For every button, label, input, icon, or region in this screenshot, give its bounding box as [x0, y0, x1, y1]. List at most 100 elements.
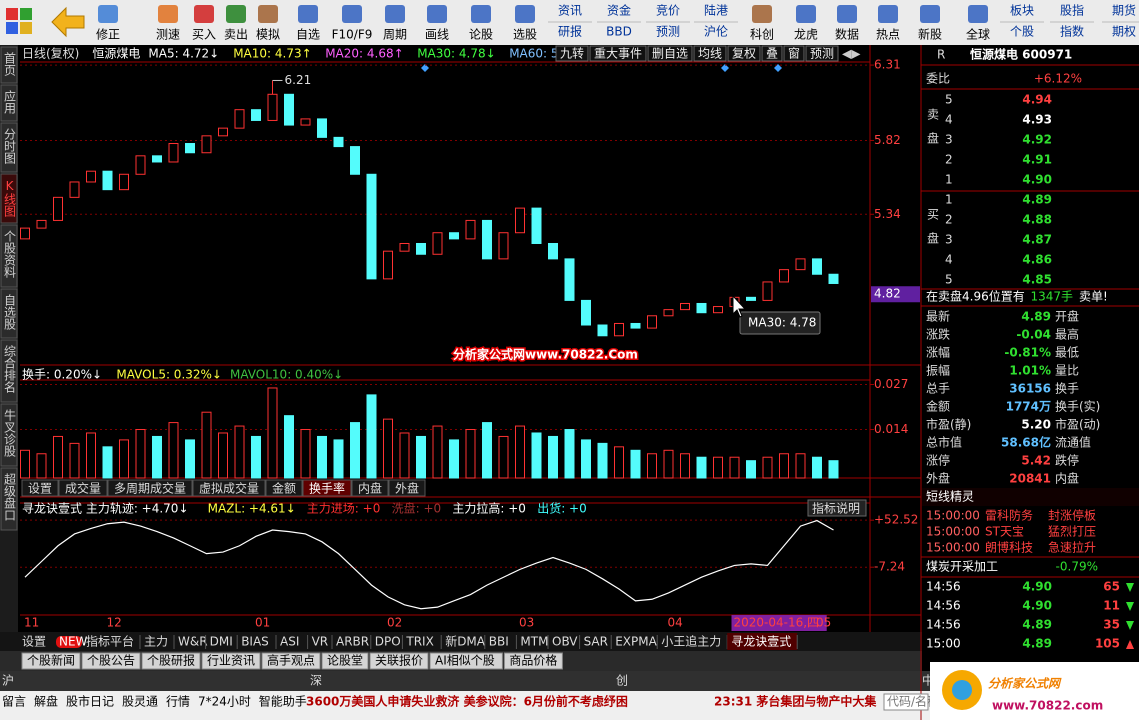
toolbar-button[interactable]: F10/F9	[332, 28, 373, 42]
toolbar-button[interactable]: 周期	[383, 28, 407, 42]
side-tab[interactable]	[0, 122, 18, 173]
footer-link[interactable]: 智能助手	[259, 694, 307, 709]
chart-button-label[interactable]: 复权	[732, 47, 756, 61]
toolbar-icon[interactable]	[427, 5, 447, 23]
news-ticker[interactable]: 23:31 茅台集团与物产中大集	[714, 694, 877, 709]
volume-tab-label[interactable]: 设置	[28, 482, 52, 496]
volume-tab[interactable]	[58, 479, 108, 497]
volume-tab-label[interactable]: 内盘	[358, 481, 382, 496]
indicator-tab[interactable]: 主力	[144, 635, 168, 649]
indicator-tab[interactable]: SAR	[584, 635, 608, 649]
footer-link[interactable]: 留言	[2, 695, 26, 709]
toolbar-icon[interactable]	[920, 5, 940, 23]
side-tab-label[interactable]: K线图	[3, 179, 17, 217]
toolbar-icon[interactable]	[878, 5, 898, 23]
chart-button[interactable]	[783, 45, 805, 62]
news-tab-label[interactable]: 行业资讯	[207, 654, 255, 668]
toolbar-icon[interactable]	[226, 5, 246, 23]
side-tab-label[interactable]: 分时图	[3, 128, 17, 164]
side-tab[interactable]	[0, 467, 18, 531]
toolbar-button[interactable]: 新股	[918, 27, 942, 42]
footer-link[interactable]: 行情	[166, 695, 190, 709]
news-tab[interactable]	[321, 652, 369, 670]
toolbar-button[interactable]: 陆港	[704, 3, 728, 18]
event-marker[interactable]	[774, 64, 782, 72]
chart-button[interactable]	[727, 45, 761, 62]
news-tab-label[interactable]: 商品价格	[509, 653, 557, 668]
toolbar-button[interactable]: 全球	[966, 27, 990, 42]
volume-tab[interactable]	[388, 479, 426, 497]
chart-button[interactable]	[693, 45, 727, 62]
toolbar-button[interactable]: BBD	[606, 25, 632, 39]
indicator-tab[interactable]: DPO	[375, 635, 401, 649]
toolbar-button[interactable]: 选股	[513, 28, 537, 42]
indicator-tab[interactable]: VR	[312, 635, 329, 649]
side-tab-label[interactable]: 超级盘口	[3, 472, 17, 521]
chart-button-label[interactable]: 重大事件	[594, 47, 642, 61]
indicator-tab[interactable]: BBI	[489, 635, 509, 649]
toolbar-button[interactable]: 数据	[835, 27, 859, 42]
toolbar-button[interactable]: 资金	[607, 3, 631, 18]
toolbar-button[interactable]: 论股	[469, 28, 493, 42]
toolbar-icon[interactable]	[258, 5, 278, 23]
toolbar-button[interactable]: 卖出	[224, 28, 248, 42]
toolbar-icon[interactable]	[158, 5, 178, 23]
news-tab-label[interactable]: AI相似个股	[435, 654, 495, 668]
indicator-tab[interactable]: 寻龙诀壹式	[731, 635, 791, 649]
indicator-tab[interactable]: OBV	[552, 635, 578, 649]
toolbar-button[interactable]: 期货	[1112, 3, 1136, 18]
volume-tab[interactable]	[302, 479, 352, 497]
indicator-tab[interactable]: W&R	[178, 635, 208, 649]
volume-tab-label[interactable]: 换手率	[309, 481, 345, 496]
chart-button-label[interactable]: 均线	[698, 47, 722, 61]
indicator-tab[interactable]: BIAS	[241, 635, 269, 649]
toolbar-button[interactable]: 龙虎	[794, 28, 818, 42]
volume-tab-label[interactable]: 外盘	[395, 481, 419, 496]
chart-button[interactable]	[589, 45, 647, 62]
indicator-tab[interactable]: ASI	[280, 635, 299, 649]
indicator-tab[interactable]: 设置	[22, 635, 46, 649]
side-tab[interactable]	[0, 288, 18, 339]
toolbar-button[interactable]: 修正	[96, 27, 120, 42]
event-marker[interactable]	[721, 64, 729, 72]
toolbar-icon[interactable]	[385, 5, 405, 23]
chart-button[interactable]	[805, 45, 839, 62]
side-tab-label[interactable]: 应用	[3, 89, 17, 115]
news-tab-label[interactable]: 高手观点	[267, 653, 315, 668]
footer-link[interactable]: 股灵通	[122, 695, 158, 709]
news-tab[interactable]	[369, 652, 429, 670]
toolbar-button[interactable]: 预测	[656, 25, 680, 39]
indicator-tab[interactable]: 小王追主力	[661, 634, 721, 649]
toolbar-icon[interactable]	[298, 5, 318, 23]
news-ticker[interactable]: 3600万美国人申请失业救济 美参议院：6月份前不考虑纾困	[306, 694, 628, 709]
news-tab[interactable]	[81, 652, 141, 670]
footer-link[interactable]: 解盘	[34, 694, 58, 709]
indicator-help-label[interactable]: 指标说明	[812, 501, 860, 516]
toolbar-button[interactable]: 买入	[192, 28, 216, 42]
chart-button-label[interactable]: 删自选	[652, 47, 688, 61]
side-tab[interactable]	[0, 84, 18, 122]
indicator-tab[interactable]: 新DMA	[445, 634, 486, 649]
side-tab-label[interactable]: 个股资料	[3, 230, 17, 278]
toolbar-button[interactable]: 期权	[1112, 25, 1136, 39]
volume-tab[interactable]	[351, 479, 389, 497]
indicator-tab[interactable]: 指标平台	[86, 634, 134, 649]
toolbar-button[interactable]: 测速	[156, 28, 180, 42]
toolbar-icon[interactable]	[471, 5, 491, 23]
volume-tab-label[interactable]: 多周期成交量	[114, 481, 186, 496]
news-tab[interactable]	[261, 652, 321, 670]
toolbar-button[interactable]: 模拟	[256, 28, 280, 42]
volume-tab[interactable]	[192, 479, 266, 497]
chart-button-label[interactable]: 预测	[810, 47, 834, 61]
event-marker[interactable]	[421, 64, 429, 72]
toolbar-button[interactable]: 热点	[876, 28, 900, 42]
volume-tab-label[interactable]: 虚拟成交量	[199, 481, 259, 496]
volume-tab[interactable]	[21, 479, 59, 497]
news-tab-label[interactable]: 个股研报	[147, 653, 195, 668]
chart-button[interactable]	[761, 45, 783, 62]
chart-button-label[interactable]: 九转	[560, 46, 584, 61]
news-tab-label[interactable]: 个股公告	[87, 654, 135, 668]
toolbar-button[interactable]: 指数	[1060, 24, 1084, 39]
footer-link[interactable]: 7*24小时	[198, 695, 251, 709]
footer-link[interactable]: 股市日记	[66, 694, 114, 709]
